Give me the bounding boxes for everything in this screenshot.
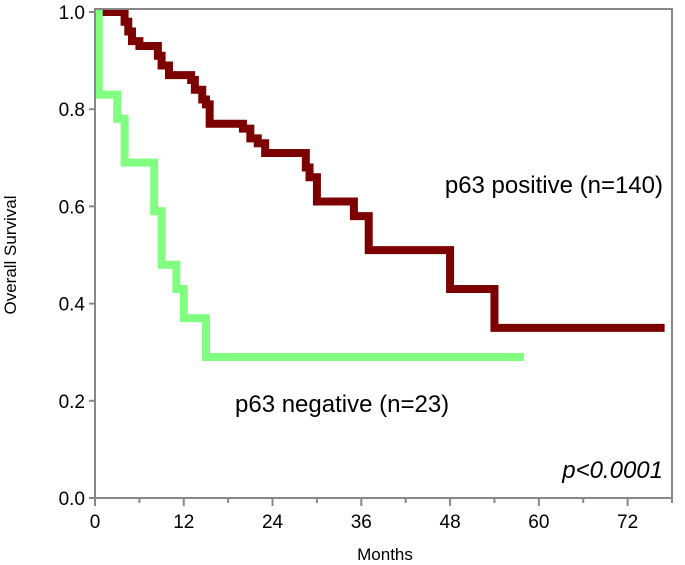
plot-frame — [94, 8, 673, 499]
survival-curve-p63-negative — [94, 8, 525, 362]
x-tick-label: 12 — [173, 512, 194, 533]
x-tick-label: 48 — [440, 512, 461, 533]
label-p63-negative: p63 negative (n=23) — [235, 391, 449, 418]
y-tick-label: 0.6 — [59, 197, 85, 218]
p-value-annotation: p<0.0001 — [561, 457, 663, 484]
x-tick-label: 36 — [351, 512, 372, 533]
y-tick-label: 0.8 — [59, 100, 85, 121]
x-tick-label: 60 — [528, 512, 549, 533]
y-tick-label: 1.0 — [59, 3, 85, 24]
y-tick-label: 0.0 — [59, 489, 85, 510]
x-axis-label: Months — [357, 545, 413, 564]
x-tick-label: 72 — [617, 512, 638, 533]
survival-curve-p63-positive — [95, 8, 665, 332]
y-axis-label: Overall Survival — [1, 195, 20, 314]
y-tick-label: 0.2 — [59, 392, 85, 413]
label-p63-positive: p63 positive (n=140) — [445, 172, 663, 199]
x-tick-label: 24 — [262, 512, 284, 533]
y-tick-label: 0.4 — [59, 295, 86, 316]
x-tick-label: 0 — [90, 512, 101, 533]
